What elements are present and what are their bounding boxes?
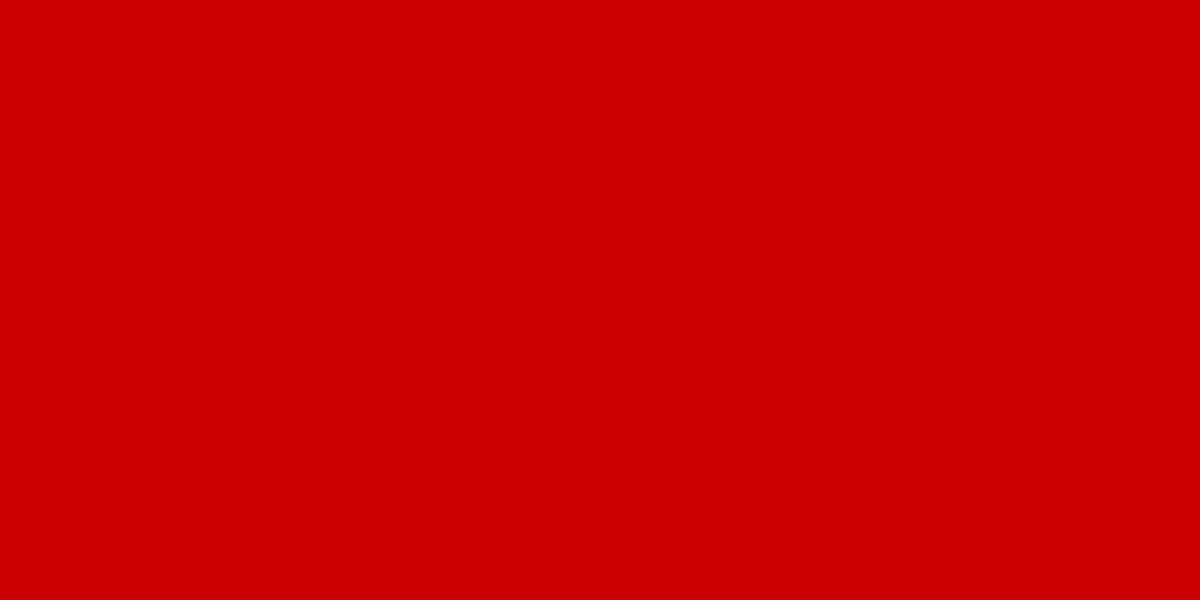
Bar (1061, 379, 1118, 470)
Bar (796, 309, 853, 470)
Bar (173, 329, 232, 470)
Bar (1002, 423, 1061, 470)
Legend: 2023, 2032: 2023, 2032 (818, 19, 1036, 53)
Bar (646, 367, 704, 470)
Text: Mct Oil Market, By Regional, 2023 & 2032: Mct Oil Market, By Regional, 2023 & 2032 (118, 19, 727, 47)
Y-axis label: Market Size in USD Billion: Market Size in USD Billion (74, 158, 94, 391)
Bar (439, 254, 497, 470)
Bar (232, 213, 289, 470)
Bar (853, 149, 911, 470)
Text: 1.21: 1.21 (156, 309, 194, 324)
Bar (380, 351, 439, 470)
Bar (588, 409, 646, 470)
